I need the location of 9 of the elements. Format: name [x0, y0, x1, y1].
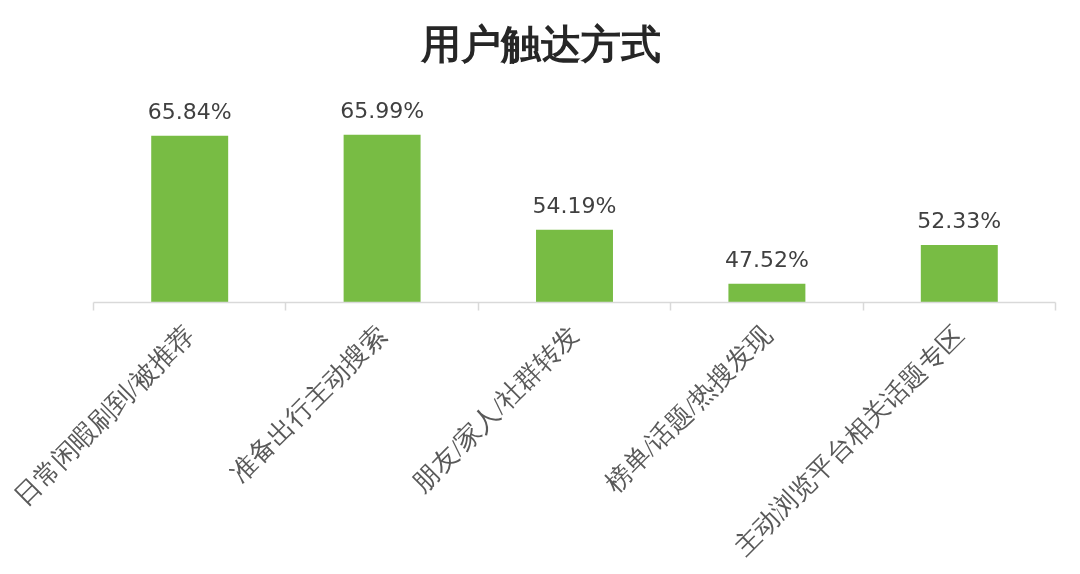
data-label: 47.52% — [724, 247, 809, 273]
chart-title: 用户触达方式 — [419, 21, 661, 67]
data-label: 54.19% — [532, 193, 617, 219]
x-tick-label: 日常闲暇刷到/被推荐 — [8, 320, 200, 512]
data-label: 52.33% — [917, 208, 1002, 234]
x-tick-label: 准备出行主动搜索 — [224, 320, 393, 488]
x-tick-label: 朋友/家人/社群转发 — [406, 320, 585, 499]
data-label: 65.84% — [147, 99, 232, 125]
data-label: 65.99% — [340, 98, 425, 123]
